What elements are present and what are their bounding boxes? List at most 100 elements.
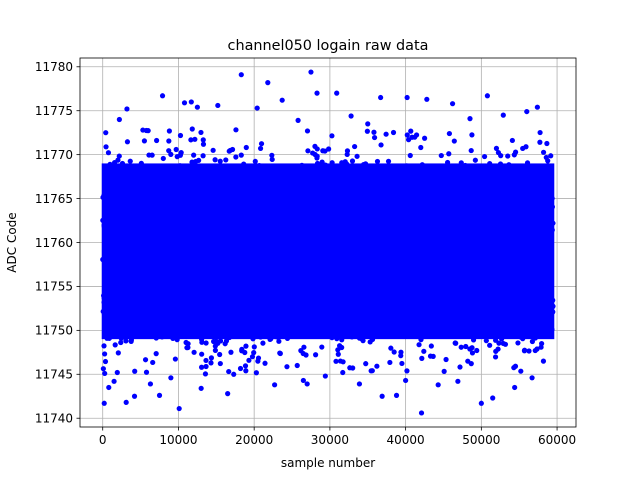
data-point — [344, 151, 350, 158]
data-point — [470, 289, 476, 295]
data-point — [491, 229, 497, 235]
data-point — [330, 205, 336, 211]
data-point — [444, 159, 451, 166]
data-point — [277, 259, 283, 265]
data-point — [335, 347, 341, 353]
data-point — [532, 207, 538, 213]
data-point — [369, 306, 376, 312]
data-point — [503, 309, 509, 315]
data-point — [461, 204, 468, 210]
data-point — [331, 313, 337, 320]
data-point — [372, 297, 378, 303]
data-point — [237, 231, 244, 237]
data-point — [456, 261, 462, 267]
data-point — [117, 270, 123, 276]
data-point — [266, 275, 272, 281]
data-point — [481, 153, 488, 160]
outlier-point — [272, 382, 278, 388]
data-point — [279, 236, 285, 242]
data-point — [413, 307, 419, 313]
data-point — [257, 316, 263, 322]
data-point — [451, 305, 457, 311]
data-point — [219, 209, 226, 215]
data-point — [115, 194, 121, 200]
data-point — [351, 221, 357, 228]
data-point — [303, 285, 309, 292]
data-point — [466, 203, 472, 209]
data-point — [158, 249, 164, 255]
data-point — [483, 193, 489, 199]
data-point — [549, 326, 555, 333]
data-point — [340, 216, 346, 222]
data-point — [393, 303, 399, 310]
data-point — [404, 132, 410, 138]
data-point — [237, 365, 244, 372]
data-point — [194, 297, 200, 303]
data-point — [250, 203, 256, 209]
data-point — [251, 350, 257, 356]
data-point — [118, 335, 124, 342]
data-point — [260, 287, 266, 293]
data-point — [384, 322, 390, 328]
outlier-point — [156, 392, 163, 398]
data-point — [415, 208, 421, 214]
data-point — [127, 231, 133, 237]
data-point — [230, 267, 236, 273]
data-point — [474, 347, 480, 354]
data-point — [381, 309, 387, 315]
data-point — [137, 250, 143, 257]
data-point — [514, 207, 520, 213]
data-point — [173, 146, 179, 153]
data-point — [257, 232, 263, 238]
data-point — [390, 194, 396, 201]
data-point — [389, 223, 396, 229]
data-point — [230, 306, 237, 312]
data-point — [502, 227, 509, 233]
data-point — [318, 201, 324, 208]
data-point — [348, 264, 355, 270]
data-point — [479, 296, 485, 302]
data-point — [177, 277, 183, 283]
data-point — [141, 192, 147, 198]
data-point — [318, 263, 325, 269]
data-point — [413, 221, 419, 227]
data-point — [103, 232, 110, 238]
data-point — [398, 217, 404, 223]
data-point — [399, 360, 405, 367]
data-point — [164, 261, 170, 267]
data-point — [122, 310, 128, 316]
data-point — [458, 344, 464, 350]
data-point — [471, 173, 477, 179]
data-point — [178, 327, 184, 333]
data-point — [282, 195, 288, 202]
data-point — [280, 315, 286, 321]
data-point — [281, 214, 287, 220]
outlier-point — [194, 104, 200, 110]
data-point — [328, 228, 334, 235]
data-point — [241, 312, 247, 319]
data-point — [496, 295, 502, 301]
outlier-point — [304, 381, 310, 387]
data-point — [517, 292, 523, 299]
data-point — [207, 297, 213, 303]
data-point — [483, 338, 489, 344]
data-point — [316, 209, 323, 215]
data-point — [431, 309, 437, 316]
data-point — [447, 184, 453, 190]
data-point — [271, 233, 278, 240]
data-point — [145, 327, 151, 334]
data-point — [127, 303, 133, 309]
data-point — [187, 181, 193, 188]
data-point — [407, 152, 413, 159]
data-point — [371, 269, 377, 275]
data-point — [389, 187, 395, 193]
data-point — [465, 271, 471, 277]
data-point — [165, 315, 172, 321]
data-point — [108, 300, 114, 306]
data-point — [351, 332, 357, 338]
data-point — [111, 306, 117, 313]
data-point — [179, 333, 185, 339]
data-point — [118, 233, 124, 240]
data-point — [171, 235, 177, 241]
